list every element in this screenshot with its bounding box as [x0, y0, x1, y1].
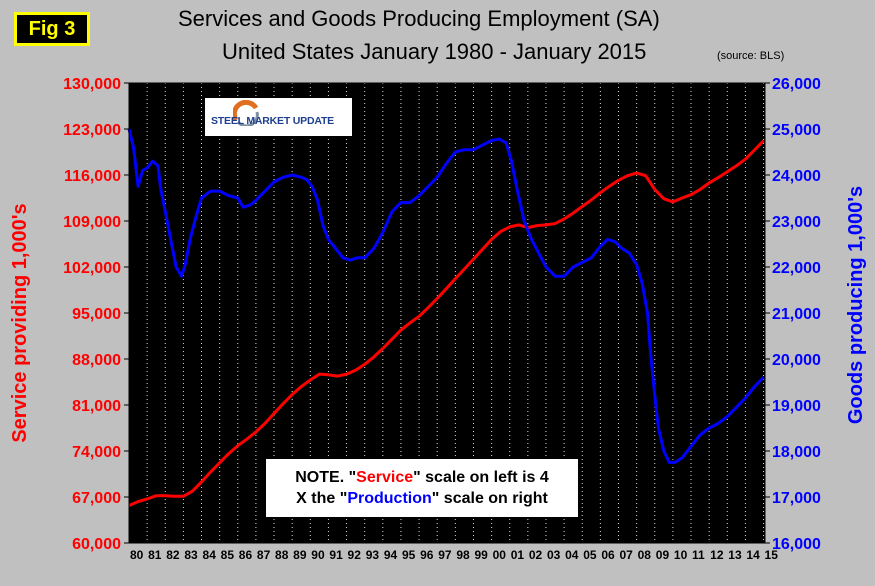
- x-tick-label: 00: [493, 548, 507, 562]
- series-layer: [127, 128, 765, 507]
- x-tick-label: 87: [257, 548, 271, 562]
- right-tick-label: 20,000: [772, 352, 821, 369]
- x-tick-label: 05: [583, 548, 597, 562]
- left-tick-label: 81,000: [72, 398, 121, 415]
- x-tick-label: 03: [547, 548, 561, 562]
- right-tick-label: 24,000: [772, 168, 821, 185]
- x-tick-label: 85: [221, 548, 235, 562]
- x-tick-label: 11: [692, 548, 705, 562]
- x-tick-label: 13: [728, 548, 742, 562]
- note-text-2c: " scale on right: [431, 490, 548, 507]
- note-text-1c: " scale on left is 4: [413, 469, 549, 486]
- note-service-word: Service: [356, 469, 414, 486]
- chart-title-line2: United States January 1980 - January 201…: [222, 39, 647, 64]
- right-tick-label: 17,000: [772, 490, 821, 507]
- scale-note-line2: X the "Production" scale on right: [266, 488, 578, 509]
- x-tick-label: 89: [293, 548, 307, 562]
- right-tick-label: 19,000: [772, 398, 821, 415]
- left-tick-label: 74,000: [72, 444, 121, 461]
- right-tick-label: 25,000: [772, 122, 821, 139]
- x-tick-label: 08: [638, 548, 652, 562]
- right-tick-label: 26,000: [772, 76, 821, 93]
- x-tick-label: 09: [656, 548, 670, 562]
- right-tick-label: 22,000: [772, 260, 821, 277]
- left-tick-label: 88,000: [72, 352, 121, 369]
- x-tick-label: 98: [456, 548, 470, 562]
- left-tick-label: 130,000: [63, 76, 121, 93]
- note-production-word: Production: [347, 490, 432, 507]
- left-tick-label: 109,000: [63, 214, 121, 231]
- x-tick-label: 88: [275, 548, 289, 562]
- x-tick-label: 90: [311, 548, 325, 562]
- axis-layer: 60,000 67,000 74,000 81,000 88,000 95,000 102,…: [9, 76, 867, 562]
- x-tick-label: 91: [329, 548, 343, 562]
- series-line-service: [128, 139, 765, 507]
- x-tick-label: 86: [239, 548, 253, 562]
- right-tick-label: 21,000: [772, 306, 821, 323]
- source-note: (source: BLS): [717, 50, 785, 62]
- x-tick-label: 93: [366, 548, 380, 562]
- left-tick-label: 60,000: [72, 536, 121, 553]
- logo-text: STEEL MARKET UPDATE: [211, 115, 334, 127]
- x-tick-label: 83: [184, 548, 198, 562]
- x-tick-label: 92: [348, 548, 362, 562]
- left-tick-label: 67,000: [72, 490, 121, 507]
- left-axis-title: Service providing 1,000's: [9, 203, 31, 442]
- note-text-1a: NOTE. ": [295, 469, 357, 486]
- x-tick-label: 99: [474, 548, 488, 562]
- x-tick-label: 97: [438, 548, 452, 562]
- x-tick-label: 07: [620, 548, 634, 562]
- logo-arc-icon: [233, 100, 259, 126]
- left-tick-label: 102,000: [63, 260, 121, 277]
- x-tick-label: 01: [511, 548, 525, 562]
- x-tick-label: 94: [384, 548, 398, 562]
- left-tick-label: 95,000: [72, 306, 121, 323]
- x-tick-label: 15: [765, 548, 779, 562]
- x-tick-label: 84: [203, 548, 217, 562]
- right-tick-label: 16,000: [772, 536, 821, 553]
- scale-note-line1: NOTE. "Service" scale on left is 4: [266, 467, 578, 488]
- steel-market-update-logo: STEEL MARKET UPDATE: [205, 98, 352, 136]
- x-tick-label: 06: [601, 548, 615, 562]
- x-tick-label: 04: [565, 548, 579, 562]
- x-tick-label: 80: [130, 548, 144, 562]
- x-tick-label: 10: [674, 548, 688, 562]
- scale-note: NOTE. "Service" scale on left is 4 X the…: [265, 458, 579, 518]
- right-tick-label: 23,000: [772, 214, 821, 231]
- x-tick-label: 02: [529, 548, 543, 562]
- x-tick-label: 96: [420, 548, 434, 562]
- x-tick-label: 12: [710, 548, 724, 562]
- right-tick-label: 18,000: [772, 444, 821, 461]
- figure-badge: Fig 3: [14, 12, 90, 46]
- x-tick-label: 95: [402, 548, 416, 562]
- left-tick-label: 123,000: [63, 122, 121, 139]
- x-tick-label: 14: [746, 548, 760, 562]
- series-line-goods: [127, 128, 765, 464]
- right-axis-title: Goods producing 1,000's: [845, 186, 867, 424]
- x-tick-label: 82: [166, 548, 180, 562]
- left-tick-label: 116,000: [64, 168, 121, 185]
- chart-title-line1: Services and Goods Producing Employment …: [178, 6, 660, 31]
- x-tick-label: 81: [148, 548, 162, 562]
- note-text-2a: X the ": [296, 490, 348, 507]
